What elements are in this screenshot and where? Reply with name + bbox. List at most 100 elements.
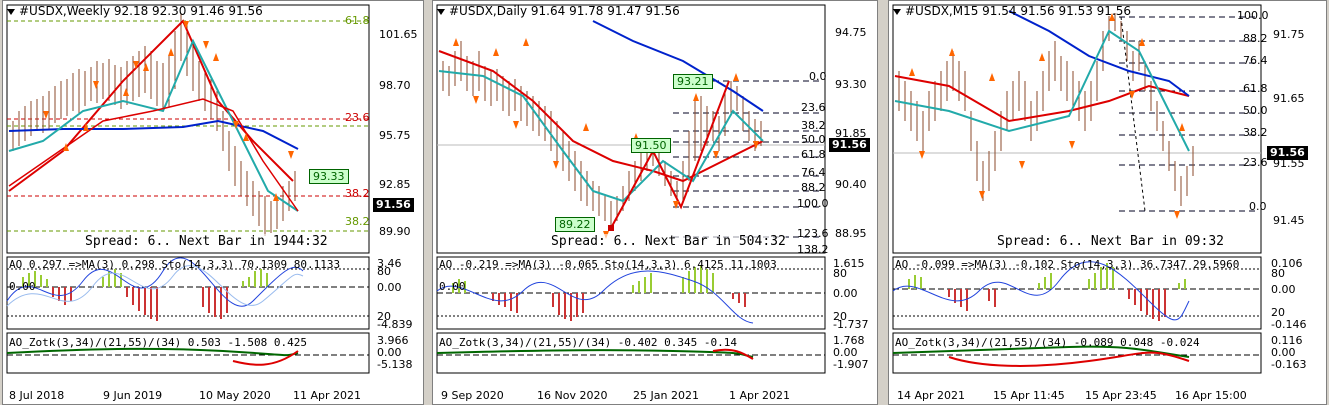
weekly-ao-histogram bbox=[22, 269, 268, 321]
zotk-scale-label: 3.966 bbox=[377, 334, 409, 347]
spread-timer: Spread: 6.. Next Bar in 504:32 bbox=[551, 234, 786, 249]
weekly-chart-title: #USDX,Weekly 92.18 92.30 91.46 91.56 bbox=[7, 4, 263, 18]
zotk-indicator-header: AO_Zotk(3,34)/(21,55)/(34) -0.089 0.048 … bbox=[895, 336, 1200, 349]
m15-cyan-ma bbox=[894, 29, 1190, 152]
price-box-label: 93.33 bbox=[309, 169, 349, 184]
fib-level-label: 100.0 bbox=[797, 197, 829, 210]
ao-scale-label: 0.00 bbox=[377, 281, 402, 294]
price-box-label: 91.50 bbox=[631, 138, 671, 153]
m15-candles bbox=[898, 13, 1194, 206]
fib-level-label: 38.2 bbox=[1243, 126, 1268, 139]
daily-blue-ma bbox=[592, 20, 764, 112]
fib-level-label: 76.4 bbox=[1243, 54, 1268, 67]
price-scale-label: 98.70 bbox=[379, 79, 411, 92]
chart-window-weekly[interactable]: #USDX,Weekly 92.18 92.30 91.46 91.56 61.… bbox=[2, 0, 424, 405]
ao-scale-label: 0.106 bbox=[1271, 257, 1303, 270]
time-axis-label: 11 Apr 2021 bbox=[293, 389, 362, 402]
price-scale-label: 91.55 bbox=[1273, 157, 1305, 170]
chart-window-m15[interactable]: #USDX,M15 91.54 91.56 91.53 91.56 100.0 … bbox=[888, 0, 1327, 405]
zotk-scale-label: 0.00 bbox=[377, 346, 402, 359]
zotk-indicator-header: AO_Zotk(3,34)/(21,55)/(34) -0.402 0.345 … bbox=[439, 336, 738, 349]
fib-level-label: 88.2 bbox=[801, 181, 826, 194]
price-box-label: 89.22 bbox=[555, 217, 595, 232]
ao-scale-label: 3.46 bbox=[377, 257, 402, 270]
fib-level-label: 23.6 bbox=[1243, 156, 1268, 169]
ao-zone-label: 0.00 bbox=[439, 280, 466, 293]
zotk-indicator-header: AO_Zotk(3,34)/(21,55)/(34) 0.503 -1.508 … bbox=[9, 336, 308, 349]
ao-scale-label: 20 bbox=[377, 310, 391, 323]
fib-level-label: 123.6 bbox=[797, 227, 829, 240]
price-scale-label: 101.65 bbox=[379, 28, 418, 41]
time-axis-label: 10 May 2020 bbox=[199, 389, 271, 402]
ao-scale-label: 20 bbox=[833, 310, 847, 323]
daily-red-ma bbox=[438, 50, 764, 183]
chart-window-daily[interactable]: #USDX,Daily 91.64 91.78 91.47 91.56 0.0 … bbox=[432, 0, 878, 405]
price-scale-label: 92.85 bbox=[379, 178, 411, 191]
m15-red-ma bbox=[894, 75, 1190, 123]
zotk-scale-label: -0.163 bbox=[1271, 358, 1307, 371]
fib-level-label: 76.4 bbox=[801, 166, 826, 179]
ao-scale-label: 80 bbox=[833, 267, 847, 280]
dropdown-arrow-icon[interactable] bbox=[893, 8, 901, 15]
ao-scale-label: 0.00 bbox=[833, 287, 858, 300]
ao-scale-label: 80 bbox=[377, 265, 391, 278]
fib-level-label: 38.2 bbox=[345, 187, 370, 200]
time-axis-label: 16 Apr 15:00 bbox=[1175, 389, 1247, 402]
dropdown-arrow-icon[interactable] bbox=[7, 8, 15, 15]
time-axis-label: 8 Jul 2018 bbox=[9, 389, 65, 402]
weekly-candles bbox=[12, 13, 296, 236]
spread-timer: Spread: 6.. Next Bar in 1944:32 bbox=[85, 234, 328, 249]
ao-scale-label: 0.00 bbox=[1271, 283, 1296, 296]
time-axis-label: 15 Apr 23:45 bbox=[1085, 389, 1157, 402]
fib-level-label: 138.2 bbox=[797, 243, 829, 256]
zotk-scale-label: 1.768 bbox=[833, 334, 865, 347]
ao-zone-label: 0.00 bbox=[9, 280, 36, 293]
m15-chart-title: #USDX,M15 91.54 91.56 91.53 91.56 bbox=[893, 4, 1131, 18]
price-scale-label: 94.75 bbox=[835, 26, 867, 39]
dropdown-arrow-icon[interactable] bbox=[437, 8, 445, 15]
ao-indicator-header: AO -0.099 =>MA(3) -0.102 Sto(14,3,3) 36.… bbox=[895, 258, 1240, 271]
time-axis-label: 9 Sep 2020 bbox=[441, 389, 504, 402]
current-price-tag: 91.56 bbox=[373, 198, 414, 212]
current-price-tag: 91.56 bbox=[1267, 146, 1308, 160]
ao-scale-label: 80 bbox=[1271, 267, 1285, 280]
fib-level-label: 0.0 bbox=[1249, 200, 1267, 213]
price-scale-label: 93.30 bbox=[835, 78, 867, 91]
fib-level-label: 50.0 bbox=[801, 133, 826, 146]
ao-scale-label: -0.146 bbox=[1271, 318, 1307, 331]
m15-chart-canvas[interactable] bbox=[889, 1, 1328, 405]
fib-level-label: 38.2 bbox=[345, 215, 370, 228]
price-scale-label: 88.95 bbox=[835, 227, 867, 240]
zotk-scale-label: 0.116 bbox=[1271, 334, 1303, 347]
daily-cyan-ma bbox=[438, 70, 764, 203]
ao-scale-label: 20 bbox=[1271, 306, 1285, 319]
fib-level-label: 50.0 bbox=[1243, 104, 1268, 117]
daily-chart-title: #USDX,Daily 91.64 91.78 91.47 91.56 bbox=[437, 4, 680, 18]
price-scale-label: 90.40 bbox=[835, 178, 867, 191]
m15-blue-ma bbox=[1008, 10, 1190, 97]
weekly-chart-canvas[interactable] bbox=[3, 1, 425, 405]
price-scale-label: 91.85 bbox=[835, 127, 867, 140]
zotk-scale-label: -5.138 bbox=[377, 358, 413, 371]
daily-chart-canvas[interactable] bbox=[433, 1, 879, 405]
price-scale-label: 91.65 bbox=[1273, 92, 1305, 105]
time-axis-label: 1 Apr 2021 bbox=[729, 389, 791, 402]
time-axis-label: 25 Jan 2021 bbox=[633, 389, 699, 402]
ao-scale-label: -4.839 bbox=[377, 318, 413, 331]
weekly-cyan-ma bbox=[8, 38, 299, 212]
price-scale-label: 89.90 bbox=[379, 225, 411, 238]
spread-timer: Spread: 6.. Next Bar in 09:32 bbox=[997, 234, 1224, 249]
ao-indicator-header: AO 0.297 =>MA(3) 0.298 Sto(14,3,3) 70.13… bbox=[9, 258, 341, 271]
ao-scale-label: -1.737 bbox=[833, 318, 869, 331]
fib-level-label: 23.6 bbox=[801, 101, 826, 114]
fib-level-label: 23.6 bbox=[345, 111, 370, 124]
fib-level-label: 61.8 bbox=[345, 14, 370, 27]
time-axis-label: 9 Jun 2019 bbox=[103, 389, 163, 402]
m15-ao-histogram bbox=[908, 263, 1186, 321]
price-scale-label: 91.45 bbox=[1273, 214, 1305, 227]
zotk-scale-label: -1.907 bbox=[833, 358, 869, 371]
price-scale-label: 91.75 bbox=[1273, 28, 1305, 41]
price-scale-label: 95.75 bbox=[379, 129, 411, 142]
time-axis-label: 15 Apr 11:45 bbox=[993, 389, 1065, 402]
time-axis-label: 14 Apr 2021 bbox=[897, 389, 966, 402]
